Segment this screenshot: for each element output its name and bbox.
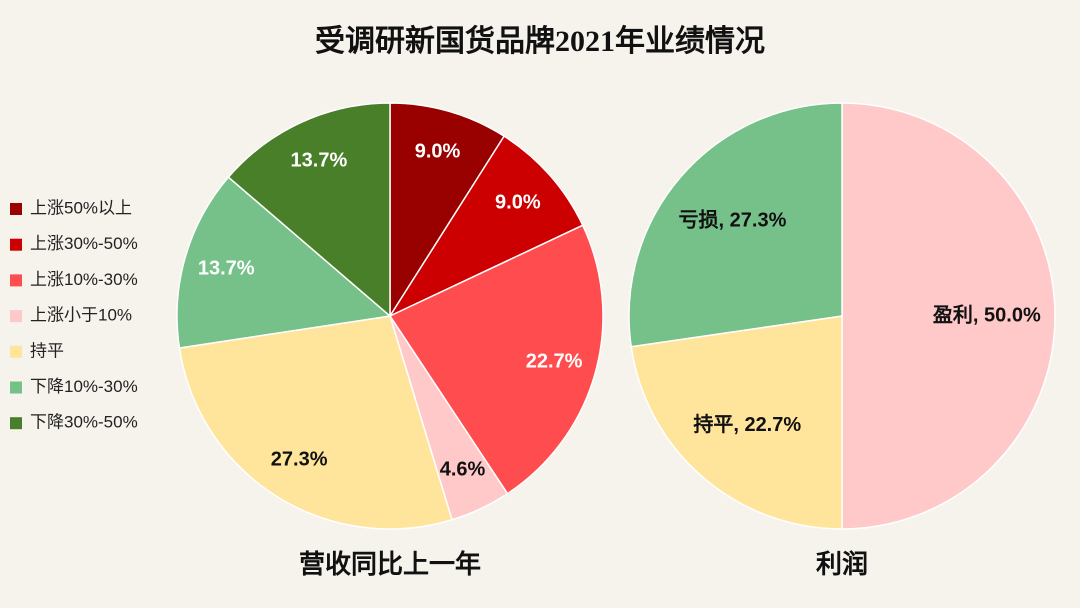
value-label: 27.3%	[271, 448, 328, 470]
value-label: 9.0%	[415, 141, 461, 163]
legend-label: 上涨50%以上	[30, 198, 132, 217]
legend-swatch	[10, 238, 22, 251]
value-label: 亏损, 27.3%	[679, 209, 787, 232]
pie-slice	[389, 102, 506, 319]
legend-swatch	[10, 381, 22, 394]
pie-slice	[628, 102, 843, 348]
value-label: 盈利, 50.0%	[932, 303, 1041, 326]
legend-swatch	[10, 345, 22, 358]
legend-label: 上涨10%-30%	[30, 270, 138, 289]
legend-label: 上涨30%-50%	[30, 234, 138, 253]
pie-slice	[841, 102, 1056, 530]
pie-slice	[176, 176, 392, 349]
value-label: 持平, 22.7%	[693, 412, 801, 436]
chart-title: 受调研新国货品牌2021年业绩情况	[315, 24, 765, 58]
value-label: 13.7%	[291, 149, 348, 171]
value-label: 22.7%	[526, 350, 583, 372]
pie-slice	[387, 135, 584, 318]
legend-label: 持平	[30, 341, 64, 360]
legend-swatch	[10, 203, 22, 215]
pie-title: 营收同比上一年	[299, 549, 481, 579]
pie-slice	[178, 315, 453, 530]
pie-slice	[388, 224, 604, 495]
value-label: 9.0%	[495, 192, 541, 214]
pie-title: 利润	[816, 549, 868, 579]
legend-label: 下降10%-30%	[30, 377, 138, 396]
legend-label: 下降30%-50%	[30, 413, 138, 432]
pie-slice	[227, 102, 391, 318]
value-label: 4.6%	[440, 458, 486, 480]
legend-swatch	[10, 417, 22, 430]
legend-swatch	[10, 310, 22, 323]
legend-label: 上涨小于10%	[30, 306, 132, 325]
legend-swatch	[10, 274, 22, 287]
pie-slice	[630, 315, 843, 530]
value-label: 13.7%	[198, 257, 255, 279]
